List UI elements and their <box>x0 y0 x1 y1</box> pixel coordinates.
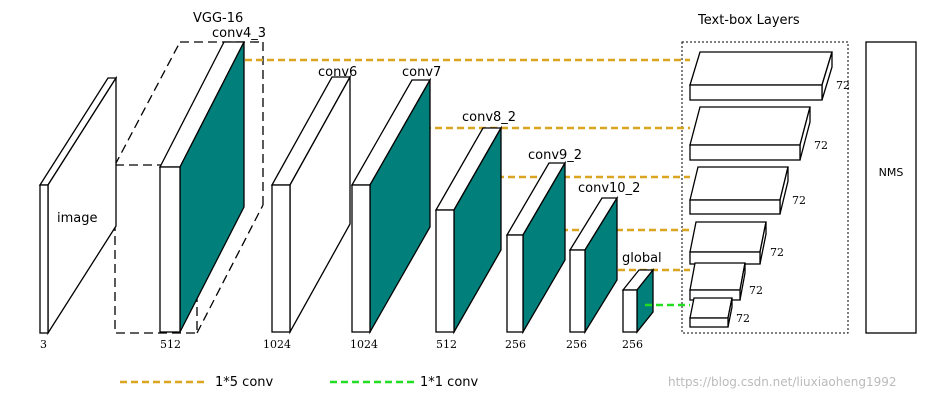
textbox-layer-front <box>689 84 823 101</box>
layer-name: global <box>622 251 662 266</box>
layer-name: conv10_2 <box>578 181 640 196</box>
watermark: https://blog.csdn.net/liuxiaoheng1992 <box>668 375 897 389</box>
layer-name: conv6 <box>318 65 357 80</box>
layer-channels: 256 <box>622 338 643 351</box>
layer-front <box>39 184 49 334</box>
nms-box <box>865 41 917 334</box>
textbox-layer-top <box>689 262 746 291</box>
textbox-size: 72 <box>814 139 828 152</box>
vgg-box <box>114 41 264 334</box>
textbox-layer-top <box>689 106 811 146</box>
textbox-size: 72 <box>736 312 750 325</box>
layer-name: conv9_2 <box>528 148 582 163</box>
vgg-label: VGG-16 <box>193 11 243 26</box>
nms-label: NMS <box>879 166 904 179</box>
textbox-layer-top <box>689 51 833 86</box>
textbox-layer-front <box>689 251 761 265</box>
layer-front <box>271 184 291 333</box>
textbox-size: 72 <box>836 79 850 92</box>
layer-channels: 512 <box>436 338 457 351</box>
textbox-layer-top <box>689 166 789 201</box>
textbox-layer-top <box>689 297 733 319</box>
layer-channels: 256 <box>566 338 587 351</box>
layer-front <box>351 184 371 333</box>
layer-front <box>435 209 455 333</box>
textbox-layer-front <box>689 144 801 161</box>
layer-front <box>569 249 586 333</box>
layer-side <box>47 75 117 336</box>
layer-channels: 256 <box>505 338 526 351</box>
layer-name: image <box>57 211 98 226</box>
layer-channels: 512 <box>160 338 181 351</box>
textbox-layer-top <box>689 221 767 253</box>
layer-channels: 1024 <box>350 338 378 351</box>
layer-name: conv7 <box>402 65 441 80</box>
layer-channels: 3 <box>40 338 47 351</box>
textbox-size: 72 <box>770 246 784 259</box>
legend-label: 1*5 conv <box>215 375 274 390</box>
layer-front <box>622 289 638 333</box>
layer-name: conv4_3 <box>212 26 266 41</box>
textbox-layer-front <box>689 317 729 328</box>
legend-label: 1*1 conv <box>420 375 479 390</box>
layer-front <box>159 166 181 333</box>
textbox-size: 72 <box>749 284 763 297</box>
layer-name: conv8_2 <box>462 110 516 125</box>
textbox-title: Text-box Layers <box>697 13 800 28</box>
textbox-size: 72 <box>792 194 806 207</box>
textbox-layer-front <box>689 199 781 215</box>
layer-channels: 1024 <box>263 338 291 351</box>
layer-front <box>506 234 524 333</box>
textbox-frame <box>681 41 849 334</box>
